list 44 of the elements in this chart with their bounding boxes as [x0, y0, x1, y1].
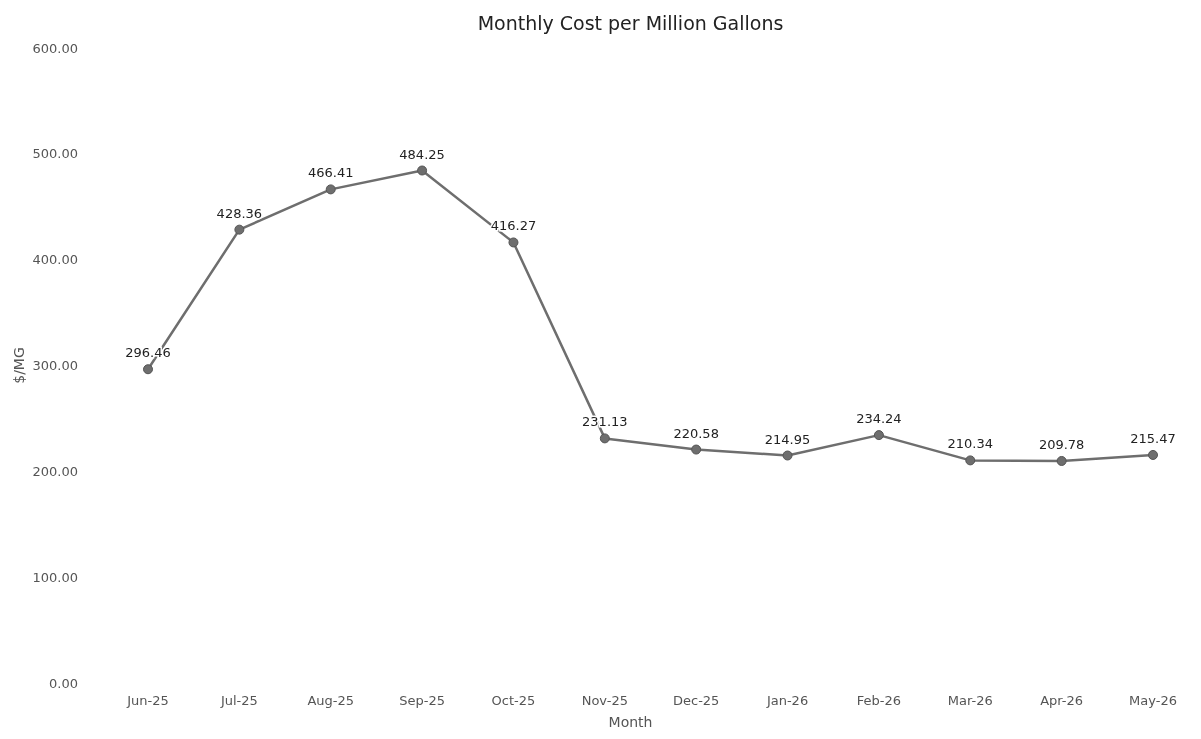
- y-tick-label: 200.00: [32, 463, 78, 479]
- y-tick-label: 0.00: [49, 675, 78, 691]
- point: [1056, 455, 1067, 466]
- point: [508, 237, 519, 248]
- data-label: 214.95: [764, 431, 811, 447]
- x-axis-title: Month: [608, 714, 653, 730]
- x-tick-label: Aug-25: [307, 693, 355, 708]
- point: [417, 165, 428, 176]
- data-label: 466.41: [307, 165, 354, 181]
- x-tick-label: Oct-25: [491, 693, 536, 708]
- point: [599, 433, 610, 444]
- y-tick-label: 300.00: [32, 358, 78, 374]
- point: [325, 184, 336, 195]
- chart-title: Monthly Cost per Million Gallons: [477, 12, 784, 34]
- point: [873, 430, 884, 441]
- point: [234, 224, 245, 235]
- x-tick-label: Feb-26: [856, 693, 902, 708]
- data-label: 428.36: [216, 205, 263, 221]
- y-tick-label: 100.00: [32, 569, 78, 585]
- x-tick-label: Apr-26: [1040, 693, 1084, 708]
- y-tick-label: 400.00: [32, 252, 78, 268]
- x-tick-label: Sep-25: [399, 693, 445, 708]
- data-label: 416.27: [490, 218, 537, 234]
- point: [782, 450, 793, 461]
- data-label: 234.24: [856, 411, 902, 427]
- x-tick-label: Jul-25: [219, 693, 258, 708]
- y-tick-label: 600.00: [32, 40, 78, 56]
- point: [143, 364, 153, 375]
- data-label: 220.58: [673, 425, 719, 441]
- x-tick-label: Nov-25: [581, 693, 628, 708]
- x-tick-label: Dec-25: [672, 693, 720, 708]
- x-tick-label: Jun-25: [126, 693, 169, 708]
- y-axis-title: $/MG: [11, 347, 27, 384]
- data-label: 209.78: [1038, 436, 1085, 452]
- x-tick-label: Jan-26: [765, 693, 809, 708]
- data-label: 215.47: [1130, 430, 1176, 446]
- data-label: 210.34: [947, 436, 994, 452]
- x-tick-label: Mar-26: [947, 693, 993, 708]
- point: [965, 455, 976, 466]
- y-tick-label: 500.00: [32, 146, 78, 162]
- data-label: 484.25: [399, 146, 445, 162]
- point: [691, 444, 702, 455]
- point: [1148, 449, 1158, 460]
- x-tick-label: May-26: [1129, 693, 1177, 708]
